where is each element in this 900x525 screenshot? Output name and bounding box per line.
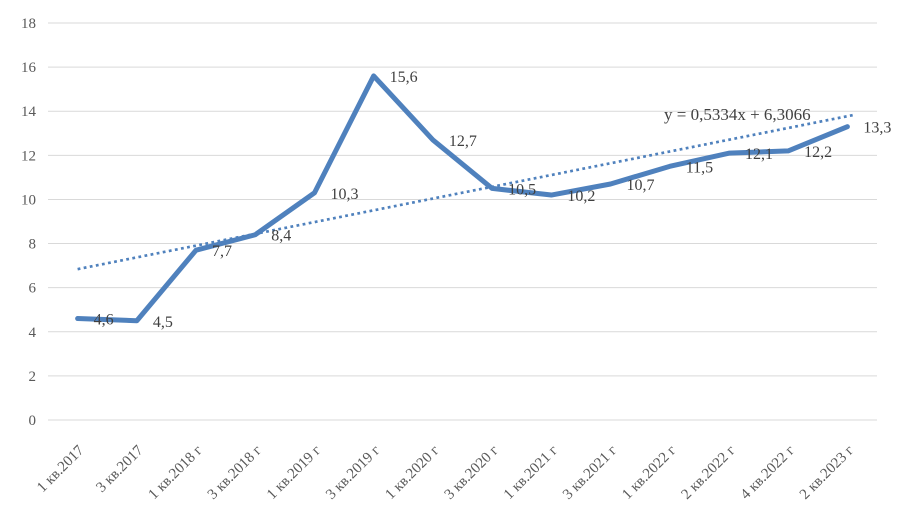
x-tick-label: 3 кв.2017 — [93, 442, 147, 496]
y-tick-label: 18 — [21, 16, 36, 32]
data-label: 10,2 — [567, 188, 595, 205]
trendline-equation: y = 0,5334x + 6,3066 — [664, 105, 811, 124]
data-label: 11,5 — [686, 159, 713, 176]
y-tick-label: 0 — [29, 413, 37, 429]
y-tick-label: 10 — [21, 192, 36, 208]
x-tick-label: 1 кв.2022 г — [619, 443, 679, 503]
data-label: 12,1 — [745, 146, 773, 163]
x-tick-label: 3 кв.2019 г — [323, 443, 383, 503]
data-label: 10,7 — [627, 177, 655, 194]
x-tick-label: 1 кв.2018 г — [146, 443, 206, 503]
x-tick-label: 1 кв.2021 г — [501, 443, 561, 503]
x-tick-label: 4 кв.2022 г — [738, 443, 798, 503]
data-label: 8,4 — [271, 228, 291, 245]
x-tick-label: 1 кв.2017 — [34, 442, 88, 496]
data-series-line — [75, 73, 850, 324]
y-tick-label: 2 — [29, 369, 37, 385]
data-label: 7,7 — [212, 243, 232, 260]
data-label: 10,3 — [330, 186, 358, 203]
x-tick-label: 2 кв.2023 г — [797, 443, 857, 503]
x-tick-label: 2 кв.2022 г — [678, 443, 738, 503]
y-tick-label: 16 — [21, 60, 37, 76]
data-label: 12,7 — [449, 133, 477, 150]
data-label: 12,2 — [804, 144, 832, 161]
x-tick-label: 3 кв.2018 г — [205, 443, 265, 503]
data-label: 13,3 — [863, 120, 891, 137]
y-tick-label: 4 — [29, 325, 37, 341]
y-tick-label: 6 — [29, 281, 37, 297]
data-label: 4,6 — [94, 312, 114, 329]
x-tick-label: 1 кв.2019 г — [264, 443, 324, 503]
x-tick-label: 1 кв.2020 г — [382, 443, 442, 503]
y-tick-label: 8 — [29, 237, 37, 253]
x-tick-label: 3 кв.2020 г — [442, 443, 502, 503]
data-label: 10,5 — [508, 181, 536, 198]
data-label: 4,5 — [153, 314, 173, 331]
y-tick-label: 14 — [21, 104, 37, 120]
y-tick-label: 12 — [21, 148, 36, 164]
x-tick-label: 3 кв.2021 г — [560, 443, 620, 503]
data-label: 15,6 — [390, 69, 418, 86]
trendline — [77, 113, 856, 271]
